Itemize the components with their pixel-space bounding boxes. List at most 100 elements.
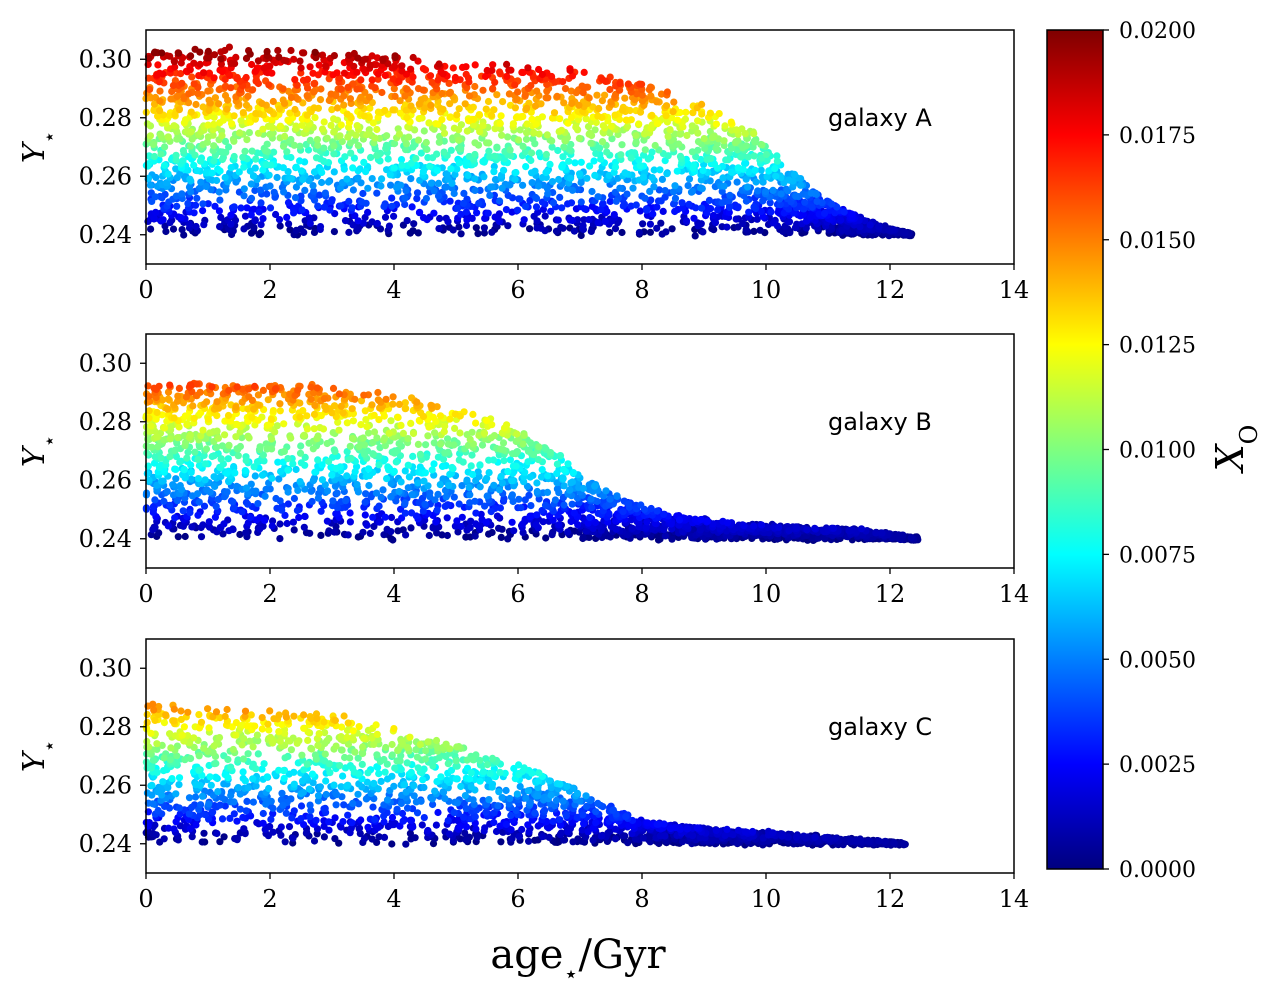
scatter-point xyxy=(473,209,481,217)
y-tick-label: 0.24 xyxy=(79,221,132,249)
scatter-point xyxy=(151,193,159,201)
scatter-point xyxy=(471,150,479,159)
scatter-point xyxy=(419,168,427,176)
scatter-point xyxy=(587,495,595,503)
scatter-point xyxy=(157,150,165,158)
scatter-point xyxy=(354,54,362,62)
scatter-point xyxy=(756,226,764,234)
scatter-point xyxy=(403,217,411,225)
scatter-point xyxy=(181,532,189,541)
scatter-point xyxy=(381,213,390,221)
scatter-point xyxy=(466,491,474,499)
scatter-point xyxy=(407,102,415,110)
scatter-point xyxy=(649,210,657,218)
scatter-point xyxy=(242,73,250,82)
scatter-point xyxy=(309,69,317,77)
scatter-point xyxy=(403,85,411,93)
scatter-point xyxy=(149,526,157,534)
scatter-point xyxy=(566,216,574,224)
scatter-point xyxy=(725,208,733,216)
scatter-point xyxy=(317,507,325,515)
scatter-point xyxy=(330,142,338,150)
scatter-point xyxy=(807,213,815,221)
scatter-point xyxy=(771,165,779,173)
scatter-point xyxy=(708,134,717,142)
scatter-point xyxy=(457,145,465,153)
scatter-point xyxy=(367,153,375,162)
scatter-point xyxy=(320,144,328,152)
scatter-point xyxy=(314,494,322,502)
scatter-point xyxy=(443,514,451,522)
scatter-point xyxy=(463,127,471,135)
scatter-point xyxy=(266,204,275,212)
scatter-point xyxy=(491,78,499,86)
scatter-point xyxy=(315,191,323,199)
scatter-point xyxy=(247,194,256,202)
scatter-point xyxy=(261,516,269,525)
scatter-point xyxy=(368,82,376,90)
scatter-point xyxy=(195,498,203,506)
scatter-point xyxy=(567,174,575,182)
scatter-point xyxy=(519,181,527,189)
scatter-point xyxy=(462,159,470,167)
scatter-point xyxy=(720,182,728,190)
scatter-point xyxy=(179,507,187,515)
scatter-point xyxy=(172,475,180,483)
scatter-point xyxy=(206,488,214,496)
scatter-point xyxy=(496,197,504,205)
scatter-point xyxy=(723,519,732,527)
scatter-point xyxy=(247,229,256,237)
scatter-point xyxy=(380,202,388,211)
scatter-point xyxy=(307,487,315,495)
scatter-point xyxy=(516,195,524,203)
scatter-point xyxy=(293,506,301,515)
scatter-point xyxy=(455,159,463,167)
scatter-point xyxy=(323,487,332,495)
scatter-point xyxy=(354,142,362,150)
scatter-point xyxy=(541,501,550,509)
scatter-point xyxy=(728,168,736,176)
scatter-point xyxy=(231,60,239,68)
scatter-point xyxy=(263,140,271,148)
scatter-point xyxy=(522,163,530,171)
scatter-point xyxy=(455,223,463,231)
scatter-point xyxy=(255,208,263,216)
scatter-point xyxy=(150,215,158,223)
scatter-point xyxy=(820,209,829,217)
scatter-point xyxy=(696,526,705,534)
scatter-point xyxy=(318,178,326,187)
scatter-point xyxy=(660,510,668,518)
scatter-point xyxy=(250,223,258,232)
scatter-point xyxy=(445,481,453,489)
scatter-point xyxy=(628,524,637,532)
scatter-point xyxy=(199,200,207,208)
scatter-point xyxy=(559,474,567,483)
scatter-point xyxy=(517,504,525,512)
scatter-point xyxy=(632,131,640,140)
scatter-point xyxy=(671,182,679,190)
scatter-point xyxy=(218,68,226,76)
scatter-point xyxy=(197,178,205,186)
scatter-point xyxy=(407,175,415,183)
scatter-point xyxy=(612,197,620,205)
scatter-point xyxy=(316,96,325,104)
scatter-point xyxy=(373,125,381,134)
scatter-point xyxy=(648,174,656,182)
scatter-point xyxy=(475,111,484,119)
scatter-point xyxy=(714,164,722,172)
scatter-point xyxy=(405,133,413,141)
scatter-point xyxy=(777,190,785,198)
scatter-point xyxy=(263,47,271,56)
scatter-point xyxy=(533,487,541,496)
scatter-point xyxy=(262,161,271,169)
scatter-point xyxy=(281,132,289,140)
scatter-point xyxy=(290,209,298,217)
scatter-point xyxy=(377,182,385,190)
scatter-point xyxy=(360,112,368,120)
scatter-point xyxy=(439,70,447,78)
scatter-point xyxy=(720,137,728,145)
scatter-point xyxy=(616,80,624,88)
scatter-point xyxy=(391,62,399,70)
scatter-point xyxy=(257,199,265,207)
scatter-point xyxy=(237,204,245,212)
